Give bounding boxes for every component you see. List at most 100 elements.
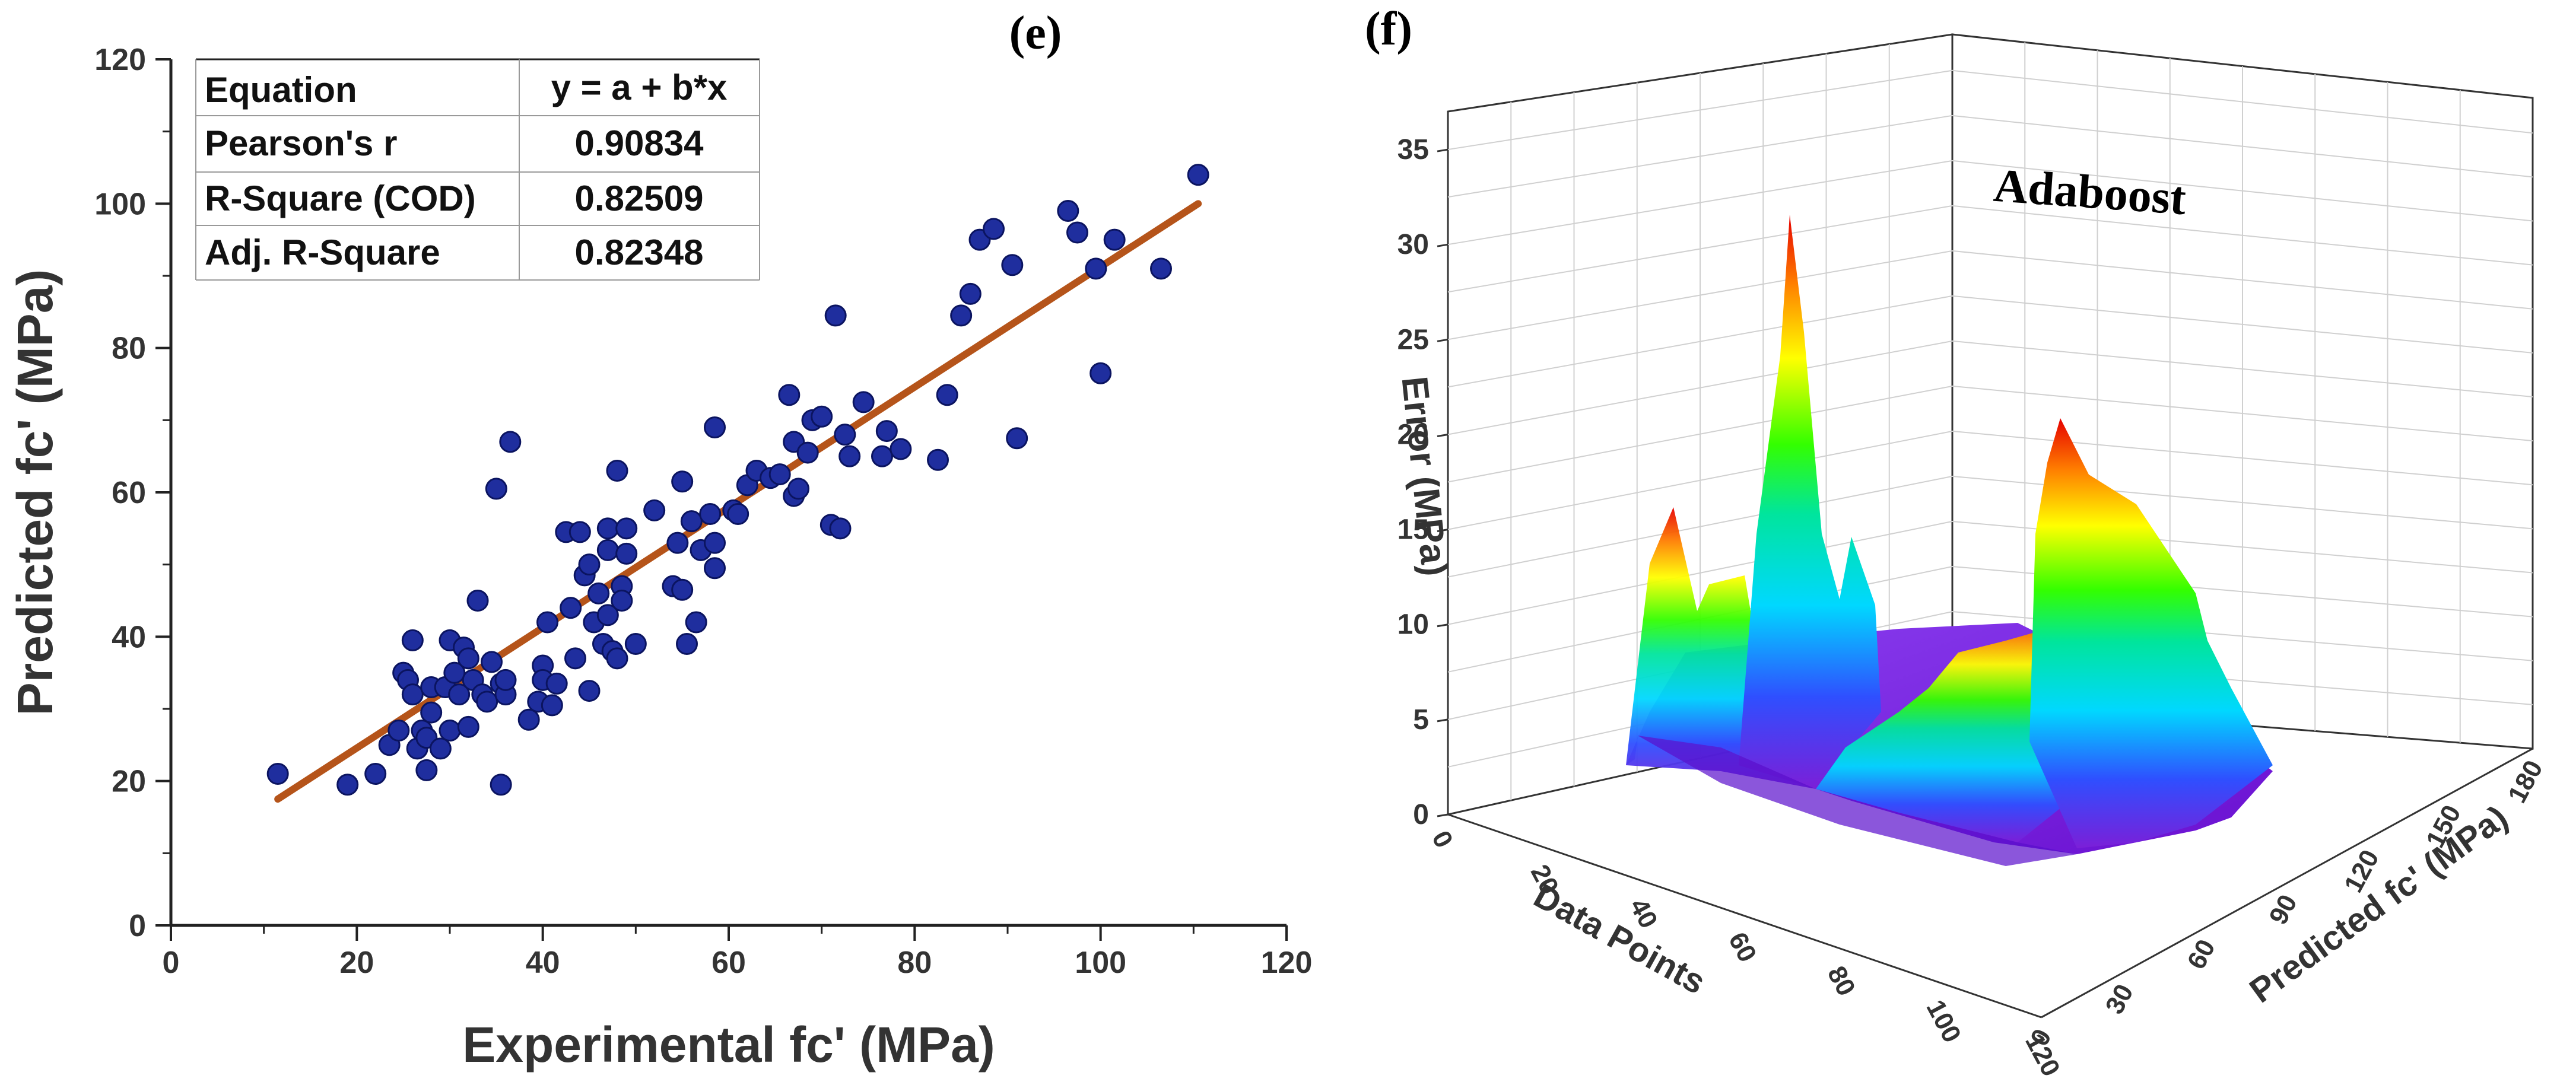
x-tick-label-3d: 100 (1921, 995, 1967, 1048)
panel-label-e: (e) (1009, 7, 1062, 59)
stats-row-value: y = a + b*x (551, 68, 728, 107)
scatter-point (838, 445, 861, 467)
scatter-point (517, 708, 540, 731)
x-tick-label: 80 (897, 946, 932, 980)
scatter-point (1090, 362, 1112, 384)
axis-ticks (155, 58, 1288, 941)
wall-grid-line (1447, 205, 2533, 293)
stats-row-key: R-Square (COD) (205, 179, 476, 218)
scatter-point (611, 590, 633, 612)
scatter-point (364, 763, 387, 785)
z-tick (1437, 338, 1449, 342)
z-tick-label: 0 (1413, 799, 1429, 830)
surface-panel-f: 0510152025303502040608010012003060901201… (1365, 3, 2549, 1081)
scatter-point (768, 463, 791, 486)
z-tick (1437, 813, 1449, 817)
y-tick-label: 80 (112, 332, 146, 366)
stats-table: Equation y = a + b*x Pearson's r 0.90834… (195, 58, 760, 282)
y-tick-label: 40 (112, 620, 146, 654)
scatter-points (266, 164, 1209, 796)
scatter-point (950, 304, 973, 327)
scatter-point (490, 774, 512, 796)
scatter-point (834, 424, 856, 446)
scatter-point (671, 578, 694, 601)
y-tick-label: 20 (112, 765, 146, 799)
scatter-point (596, 604, 619, 626)
stats-row-key: Pearson's r (205, 123, 397, 163)
x-tick-label-3d: 0 (1426, 826, 1459, 853)
scatter-point (676, 633, 698, 655)
scatter-point (829, 517, 852, 540)
scatter-point (671, 470, 694, 493)
scatter-point (787, 478, 809, 500)
y-tick-label: 0 (129, 909, 146, 943)
y-tick-label-3d: 30 (2100, 979, 2139, 1019)
wall-grid-line (1447, 340, 2533, 435)
z-tick-label: 5 (1413, 704, 1429, 736)
y-tick-label: 60 (112, 476, 146, 510)
panel-label-f: (f) (1365, 3, 1412, 55)
stats-row-value: 0.82348 (575, 233, 704, 272)
scatter-point (983, 218, 1005, 240)
scatter-point (415, 759, 438, 781)
wall-grid-line (1447, 430, 2533, 530)
z-tick-label: 10 (1397, 609, 1429, 641)
scatter-point (485, 478, 507, 500)
y-tick-label: 100 (94, 187, 146, 221)
z-tick (1437, 243, 1449, 247)
scatter-point (481, 651, 503, 673)
scatter-point (704, 532, 726, 554)
scatter-point (443, 661, 466, 684)
scatter-point (606, 460, 628, 482)
scatter-point (439, 720, 461, 742)
scatter-point (466, 590, 489, 612)
x-tick-label: 40 (526, 946, 560, 980)
scatter-point (875, 420, 898, 443)
z-axis-title-3d: Error (MPa) (1393, 374, 1455, 578)
scatter-point (685, 611, 707, 634)
y-tick-label-3d: 90 (2264, 890, 2303, 929)
scatter-point (680, 510, 703, 533)
wall-grid (1447, 42, 2533, 801)
surface-peak-right (2029, 418, 2273, 848)
stats-row-value: 0.82509 (575, 179, 704, 218)
scatter-point (1187, 164, 1209, 186)
scatter-point (936, 384, 958, 406)
scatter-point (624, 633, 647, 655)
wall-grid-line (1447, 385, 2533, 483)
y-tick-label: 120 (94, 43, 146, 77)
scatter-point (704, 416, 726, 438)
scatter-point (420, 701, 443, 724)
scatter-point (1066, 221, 1088, 244)
scatter-point (959, 282, 982, 305)
scatter-point (727, 503, 749, 525)
scatter-point (266, 763, 289, 785)
x-tick-label: 60 (712, 946, 746, 980)
wall-grid-line (1447, 475, 2533, 578)
x-tick-label-3d: 80 (1822, 962, 1861, 1001)
scatter-point (890, 438, 912, 460)
wall-grid-line (1447, 520, 2533, 625)
scatter-point (1150, 257, 1172, 280)
z-tick (1437, 148, 1449, 152)
scatter-point (499, 431, 522, 453)
z-tick-label: 35 (1397, 134, 1429, 166)
scatter-point (429, 737, 452, 760)
scatter-point (606, 647, 628, 670)
wall-grid-line (1447, 114, 2533, 198)
z-tick (1437, 433, 1449, 437)
scatter-point (852, 391, 875, 413)
x-axis-title: Experimental fc' (MPa) (462, 1017, 995, 1073)
x-tick-label: 100 (1075, 946, 1126, 980)
scatter-point (560, 597, 582, 619)
stats-row-key: Adj. R-Square (205, 233, 440, 272)
scatter-point (457, 647, 479, 670)
wall-grid-line (1447, 250, 2533, 340)
scatter-point (643, 499, 666, 521)
surface-shadow-band (1638, 736, 2077, 866)
scatter-point (578, 553, 601, 576)
scatter-point (615, 517, 638, 540)
scatter-point (536, 611, 558, 634)
surface-peak-main (1739, 215, 1881, 789)
